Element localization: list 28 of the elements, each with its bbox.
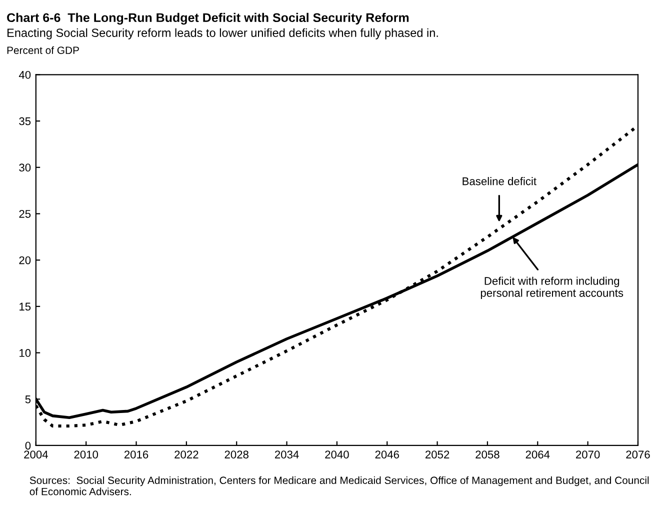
x-tick-label: 2022 <box>174 450 198 458</box>
x-tick-label: 2040 <box>325 450 349 458</box>
x-tick-label: 2016 <box>124 450 148 458</box>
y-tick-label: 5 <box>25 396 31 404</box>
x-tick-label: 2028 <box>224 450 248 458</box>
x-tick-label: 2046 <box>375 450 399 458</box>
x-tick-label: 2058 <box>476 450 500 458</box>
source-note: Sources: Social Security Administration, Centers for Medicare and Medicaid Services, Office of Management and Budget, and Council of Economic Advisers. <box>30 476 649 496</box>
y-tick-label: 25 <box>19 210 31 218</box>
y-tick-label: 40 <box>18 70 31 79</box>
y-tick-label: 20 <box>19 256 31 264</box>
x-tick-label: 2052 <box>425 450 450 458</box>
y-tick-label: 35 <box>19 117 31 126</box>
y-tick-label: 30 <box>19 164 31 172</box>
x-tick-label: 2034 <box>274 450 299 458</box>
x-tick-label: 2010 <box>74 450 98 458</box>
annotation: Deficit with reform including personal retirement accounts <box>480 276 624 300</box>
y-tick-label: 0 <box>25 442 31 450</box>
y-axis-title: Percent of GDP <box>7 46 79 54</box>
chart-subtitle: Enacting Social Security reform leads to lower unified deficits when fully phased in. <box>8 28 438 40</box>
x-tick-label: 2004 <box>24 450 48 458</box>
y-tick-label: 10 <box>20 349 31 357</box>
annotation: Baseline deficit <box>462 177 536 186</box>
chart-title: Chart 6-6 The Long-Run Budget Deficit with Social Security Reform <box>7 12 409 25</box>
x-tick-label: 2070 <box>576 450 600 458</box>
y-tick-label: 15 <box>20 302 31 311</box>
x-tick-label: 2076 <box>626 450 650 458</box>
x-tick-label: 2064 <box>526 450 550 458</box>
